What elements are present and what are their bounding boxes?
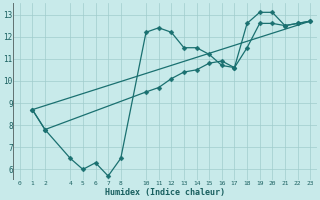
- X-axis label: Humidex (Indice chaleur): Humidex (Indice chaleur): [105, 188, 225, 197]
